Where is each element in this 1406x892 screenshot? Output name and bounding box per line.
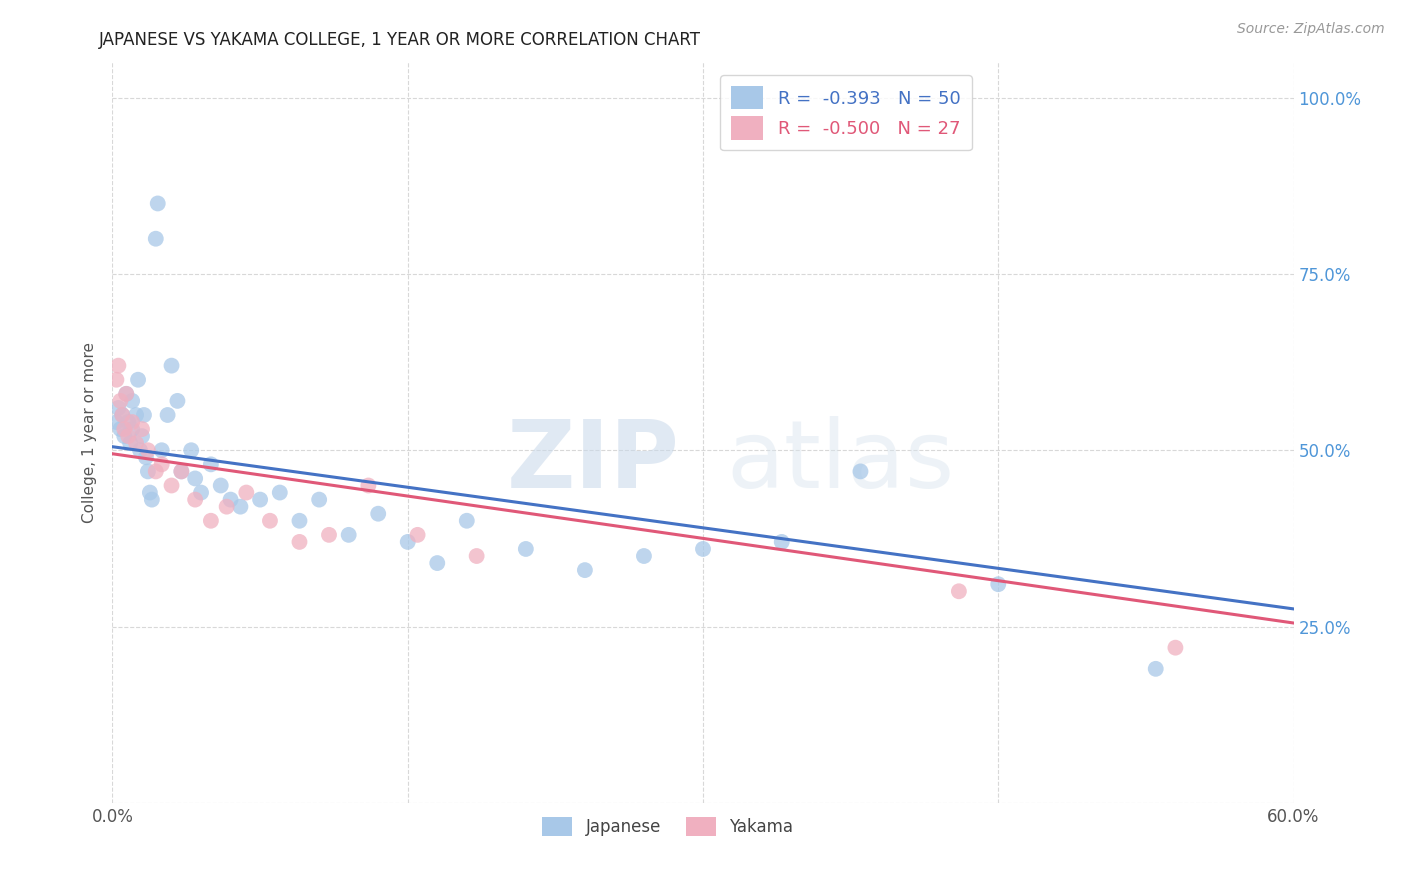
Point: [456, 514, 478, 528]
Point: [112, 429, 135, 443]
Point: [426, 556, 449, 570]
Point: [117, 429, 139, 443]
Point: [111, 408, 134, 422]
Point: [337, 528, 360, 542]
Point: [139, 485, 162, 500]
Point: [125, 408, 148, 422]
Point: [200, 458, 222, 472]
Point: [136, 464, 159, 478]
Point: [849, 464, 872, 478]
Text: JAPANESE VS YAKAMA COLLEGE, 1 YEAR OR MORE CORRELATION CHART: JAPANESE VS YAKAMA COLLEGE, 1 YEAR OR MO…: [98, 31, 700, 49]
Point: [150, 458, 173, 472]
Point: [219, 492, 242, 507]
Point: [465, 549, 488, 563]
Point: [633, 549, 655, 563]
Point: [987, 577, 1010, 591]
Text: ZIP: ZIP: [506, 417, 679, 508]
Point: [269, 485, 291, 500]
Point: [396, 535, 419, 549]
Point: [184, 471, 207, 485]
Point: [288, 535, 311, 549]
Text: atlas: atlas: [727, 417, 955, 508]
Point: [515, 541, 537, 556]
Point: [209, 478, 232, 492]
Point: [1164, 640, 1187, 655]
Point: [1144, 662, 1167, 676]
Point: [146, 196, 169, 211]
Point: [131, 429, 153, 443]
Point: [145, 464, 167, 478]
Y-axis label: College, 1 year or more: College, 1 year or more: [82, 343, 97, 523]
Point: [160, 359, 183, 373]
Point: [131, 422, 153, 436]
Point: [121, 393, 143, 408]
Point: [121, 415, 143, 429]
Point: [170, 464, 193, 478]
Point: [318, 528, 340, 542]
Point: [110, 393, 132, 408]
Point: [135, 450, 157, 465]
Point: [160, 478, 183, 492]
Point: [127, 373, 149, 387]
Legend: Japanese, Yakama: Japanese, Yakama: [536, 810, 800, 843]
Point: [180, 443, 202, 458]
Point: [117, 415, 139, 429]
Point: [115, 387, 138, 401]
Point: [235, 485, 257, 500]
Point: [215, 500, 238, 514]
Point: [170, 464, 193, 478]
Point: [948, 584, 970, 599]
Point: [367, 507, 389, 521]
Point: [112, 422, 135, 436]
Point: [156, 408, 179, 422]
Point: [200, 514, 222, 528]
Point: [288, 514, 311, 528]
Point: [107, 359, 129, 373]
Point: [190, 485, 212, 500]
Point: [121, 422, 143, 436]
Point: [115, 387, 138, 401]
Point: [357, 478, 380, 492]
Point: [406, 528, 429, 542]
Point: [166, 393, 188, 408]
Point: [184, 492, 207, 507]
Point: [574, 563, 596, 577]
Point: [105, 415, 128, 429]
Point: [105, 373, 128, 387]
Point: [150, 443, 173, 458]
Point: [145, 232, 167, 246]
Text: Source: ZipAtlas.com: Source: ZipAtlas.com: [1237, 22, 1385, 37]
Point: [136, 443, 159, 458]
Point: [229, 500, 252, 514]
Point: [141, 492, 163, 507]
Point: [120, 436, 142, 450]
Point: [107, 401, 129, 415]
Point: [692, 541, 714, 556]
Point: [249, 492, 271, 507]
Point: [110, 422, 132, 436]
Point: [132, 408, 155, 422]
Point: [129, 443, 152, 458]
Point: [770, 535, 793, 549]
Point: [111, 408, 134, 422]
Point: [259, 514, 281, 528]
Point: [125, 436, 148, 450]
Point: [308, 492, 330, 507]
